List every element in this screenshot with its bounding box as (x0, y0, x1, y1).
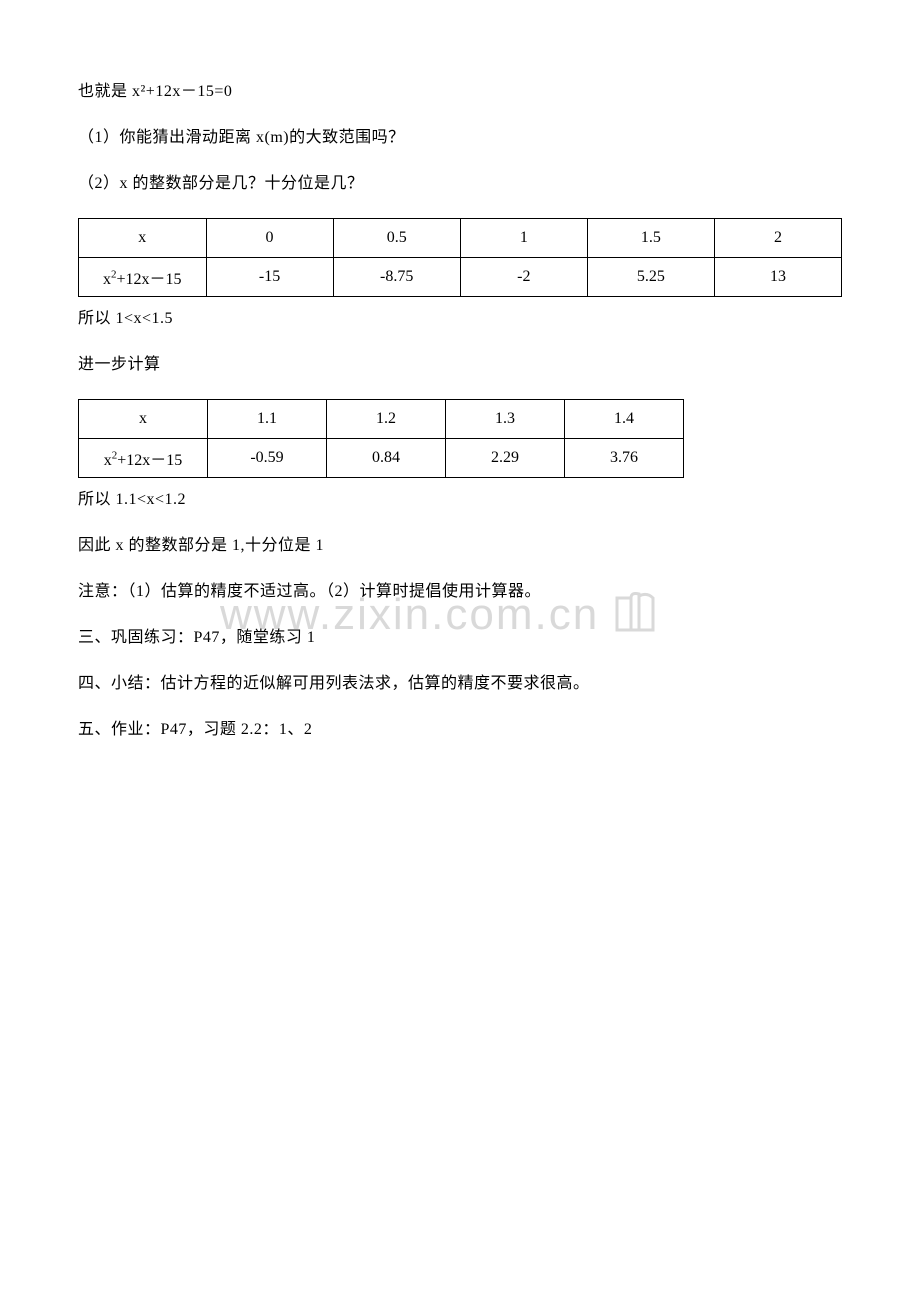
table-row: x 1.1 1.2 1.3 1.4 (79, 400, 684, 439)
text-line: 三、巩固练习：P47，随堂练习 1 (78, 626, 842, 650)
cell: -2 (460, 258, 587, 297)
cell: 1.5 (587, 219, 714, 258)
data-table-2: x 1.1 1.2 1.3 1.4 x2+12x－15 -0.59 0.84 2… (78, 399, 684, 478)
text-line: （2）x 的整数部分是几？十分位是几？ (78, 172, 842, 196)
text-line: （1）你能猜出滑动距离 x(m)的大致范围吗？ (78, 126, 842, 150)
text-line: 因此 x 的整数部分是 1,十分位是 1 (78, 534, 842, 558)
cell: 0.84 (327, 439, 446, 478)
table-row: x 0 0.5 1 1.5 2 (79, 219, 842, 258)
cell: 0.5 (333, 219, 460, 258)
cell: 5.25 (587, 258, 714, 297)
cell: 1.1 (208, 400, 327, 439)
cell-expr: x2+12x－15 (79, 258, 207, 297)
cell: -8.75 (333, 258, 460, 297)
text-line: 也就是 x²+12x－15=0 (78, 80, 842, 104)
table-row: x2+12x－15 -0.59 0.84 2.29 3.76 (79, 439, 684, 478)
cell: 13 (714, 258, 841, 297)
cell: 1.4 (565, 400, 684, 439)
cell: -15 (206, 258, 333, 297)
cell-header-x: x (79, 219, 207, 258)
cell: 1 (460, 219, 587, 258)
text-line: 进一步计算 (78, 353, 842, 377)
cell: 2 (714, 219, 841, 258)
cell: 3.76 (565, 439, 684, 478)
cell: 1.3 (446, 400, 565, 439)
table-row: x2+12x－15 -15 -8.75 -2 5.25 13 (79, 258, 842, 297)
cell: 1.2 (327, 400, 446, 439)
cell: -0.59 (208, 439, 327, 478)
text-line: 所以 1<x<1.5 (78, 307, 842, 331)
cell-expr: x2+12x－15 (79, 439, 208, 478)
data-table-1: x 0 0.5 1 1.5 2 x2+12x－15 -15 -8.75 -2 5… (78, 218, 842, 297)
text-line: 四、小结：估计方程的近似解可用列表法求，估算的精度不要求很高。 (78, 672, 842, 696)
text-line: 五、作业：P47，习题 2.2：1、2 (78, 718, 842, 742)
text-line: 所以 1.1<x<1.2 (78, 488, 842, 512)
cell: 2.29 (446, 439, 565, 478)
cell-header-x: x (79, 400, 208, 439)
text-line: 注意：（1）估算的精度不适过高。（2）计算时提倡使用计算器。 (78, 580, 842, 604)
cell: 0 (206, 219, 333, 258)
